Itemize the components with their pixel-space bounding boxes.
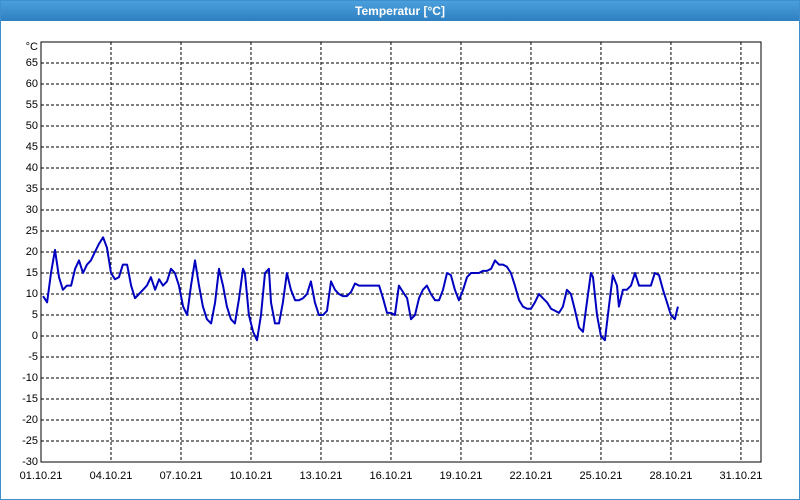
y-tick-label: 20 xyxy=(26,246,38,258)
y-tick-label: 55 xyxy=(26,99,38,111)
y-tick-label: -10 xyxy=(22,372,38,384)
x-tick-label: 19.10.21 xyxy=(440,470,483,482)
x-tick-label: 16.10.21 xyxy=(370,470,413,482)
y-tick-label: -30 xyxy=(22,456,38,468)
y-tick-label: 60 xyxy=(26,78,38,90)
y-tick-label: 30 xyxy=(26,204,38,216)
x-tick-label: 04.10.21 xyxy=(90,470,133,482)
y-tick-label: 45 xyxy=(26,141,38,153)
x-tick-label: 22.10.21 xyxy=(510,470,553,482)
y-tick-label: 50 xyxy=(26,120,38,132)
y-tick-label: -20 xyxy=(22,414,38,426)
title-bar: Temperatur [°C] xyxy=(1,1,799,21)
y-tick-label: 5 xyxy=(32,309,38,321)
y-tick-label: 15 xyxy=(26,267,38,279)
x-tick-label: 01.10.21 xyxy=(20,470,63,482)
y-unit: °C xyxy=(26,41,38,53)
y-tick-label: 35 xyxy=(26,183,38,195)
x-tick-label: 10.10.21 xyxy=(230,470,273,482)
data-line xyxy=(42,236,679,342)
y-tick-label: 0 xyxy=(32,330,38,342)
y-tick-label: -15 xyxy=(22,393,38,405)
y-tick-label: 65 xyxy=(26,57,38,69)
x-tick-label: 25.10.21 xyxy=(580,470,623,482)
y-tick-label: 10 xyxy=(26,288,38,300)
y-tick-label: 25 xyxy=(26,225,38,237)
y-tick-label: -5 xyxy=(28,351,38,363)
x-tick-label: 31.10.21 xyxy=(720,470,763,482)
x-tick-label: 07.10.21 xyxy=(160,470,203,482)
x-tick-label: 13.10.21 xyxy=(300,470,343,482)
y-tick-label: -25 xyxy=(22,435,38,447)
x-tick-label: 28.10.21 xyxy=(650,470,693,482)
y-tick-label: 40 xyxy=(26,162,38,174)
